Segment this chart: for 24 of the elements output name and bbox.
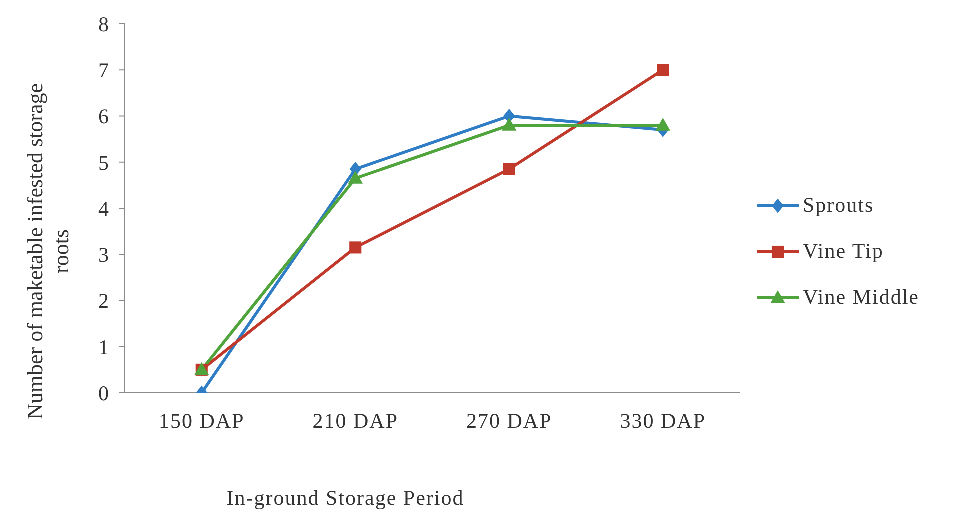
y-tick-label: 5	[98, 150, 109, 175]
y-tick-label: 4	[98, 196, 110, 221]
x-tick-label: 270 DAP	[466, 408, 552, 433]
point	[657, 64, 670, 76]
point	[348, 172, 363, 184]
point	[503, 163, 516, 176]
legend-label: Sprouts	[803, 193, 874, 218]
y-tick-label: 7	[98, 58, 109, 83]
x-tick-label: 210 DAP	[312, 408, 399, 433]
y-axis-title: Number of maketable infested storage roots	[22, 84, 74, 420]
point	[502, 118, 516, 131]
y-tick-label: 1	[98, 335, 109, 360]
y-tick-label: 8	[98, 12, 109, 36]
x-axis-title: In-ground Storage Period	[226, 486, 464, 510]
x-tick-label: 150 DAP	[158, 408, 245, 433]
legend-label: Vine Tip	[803, 239, 884, 264]
y-tick-label: 6	[98, 104, 109, 129]
y-tick-label: 2	[98, 289, 109, 314]
legend-label: Vine Middle	[803, 285, 920, 310]
point	[656, 118, 670, 131]
x-tick-label: 330 DAP	[620, 408, 706, 433]
point	[350, 242, 362, 254]
y-tick-label: 0	[98, 381, 109, 406]
y-tick-label: 3	[98, 243, 109, 268]
